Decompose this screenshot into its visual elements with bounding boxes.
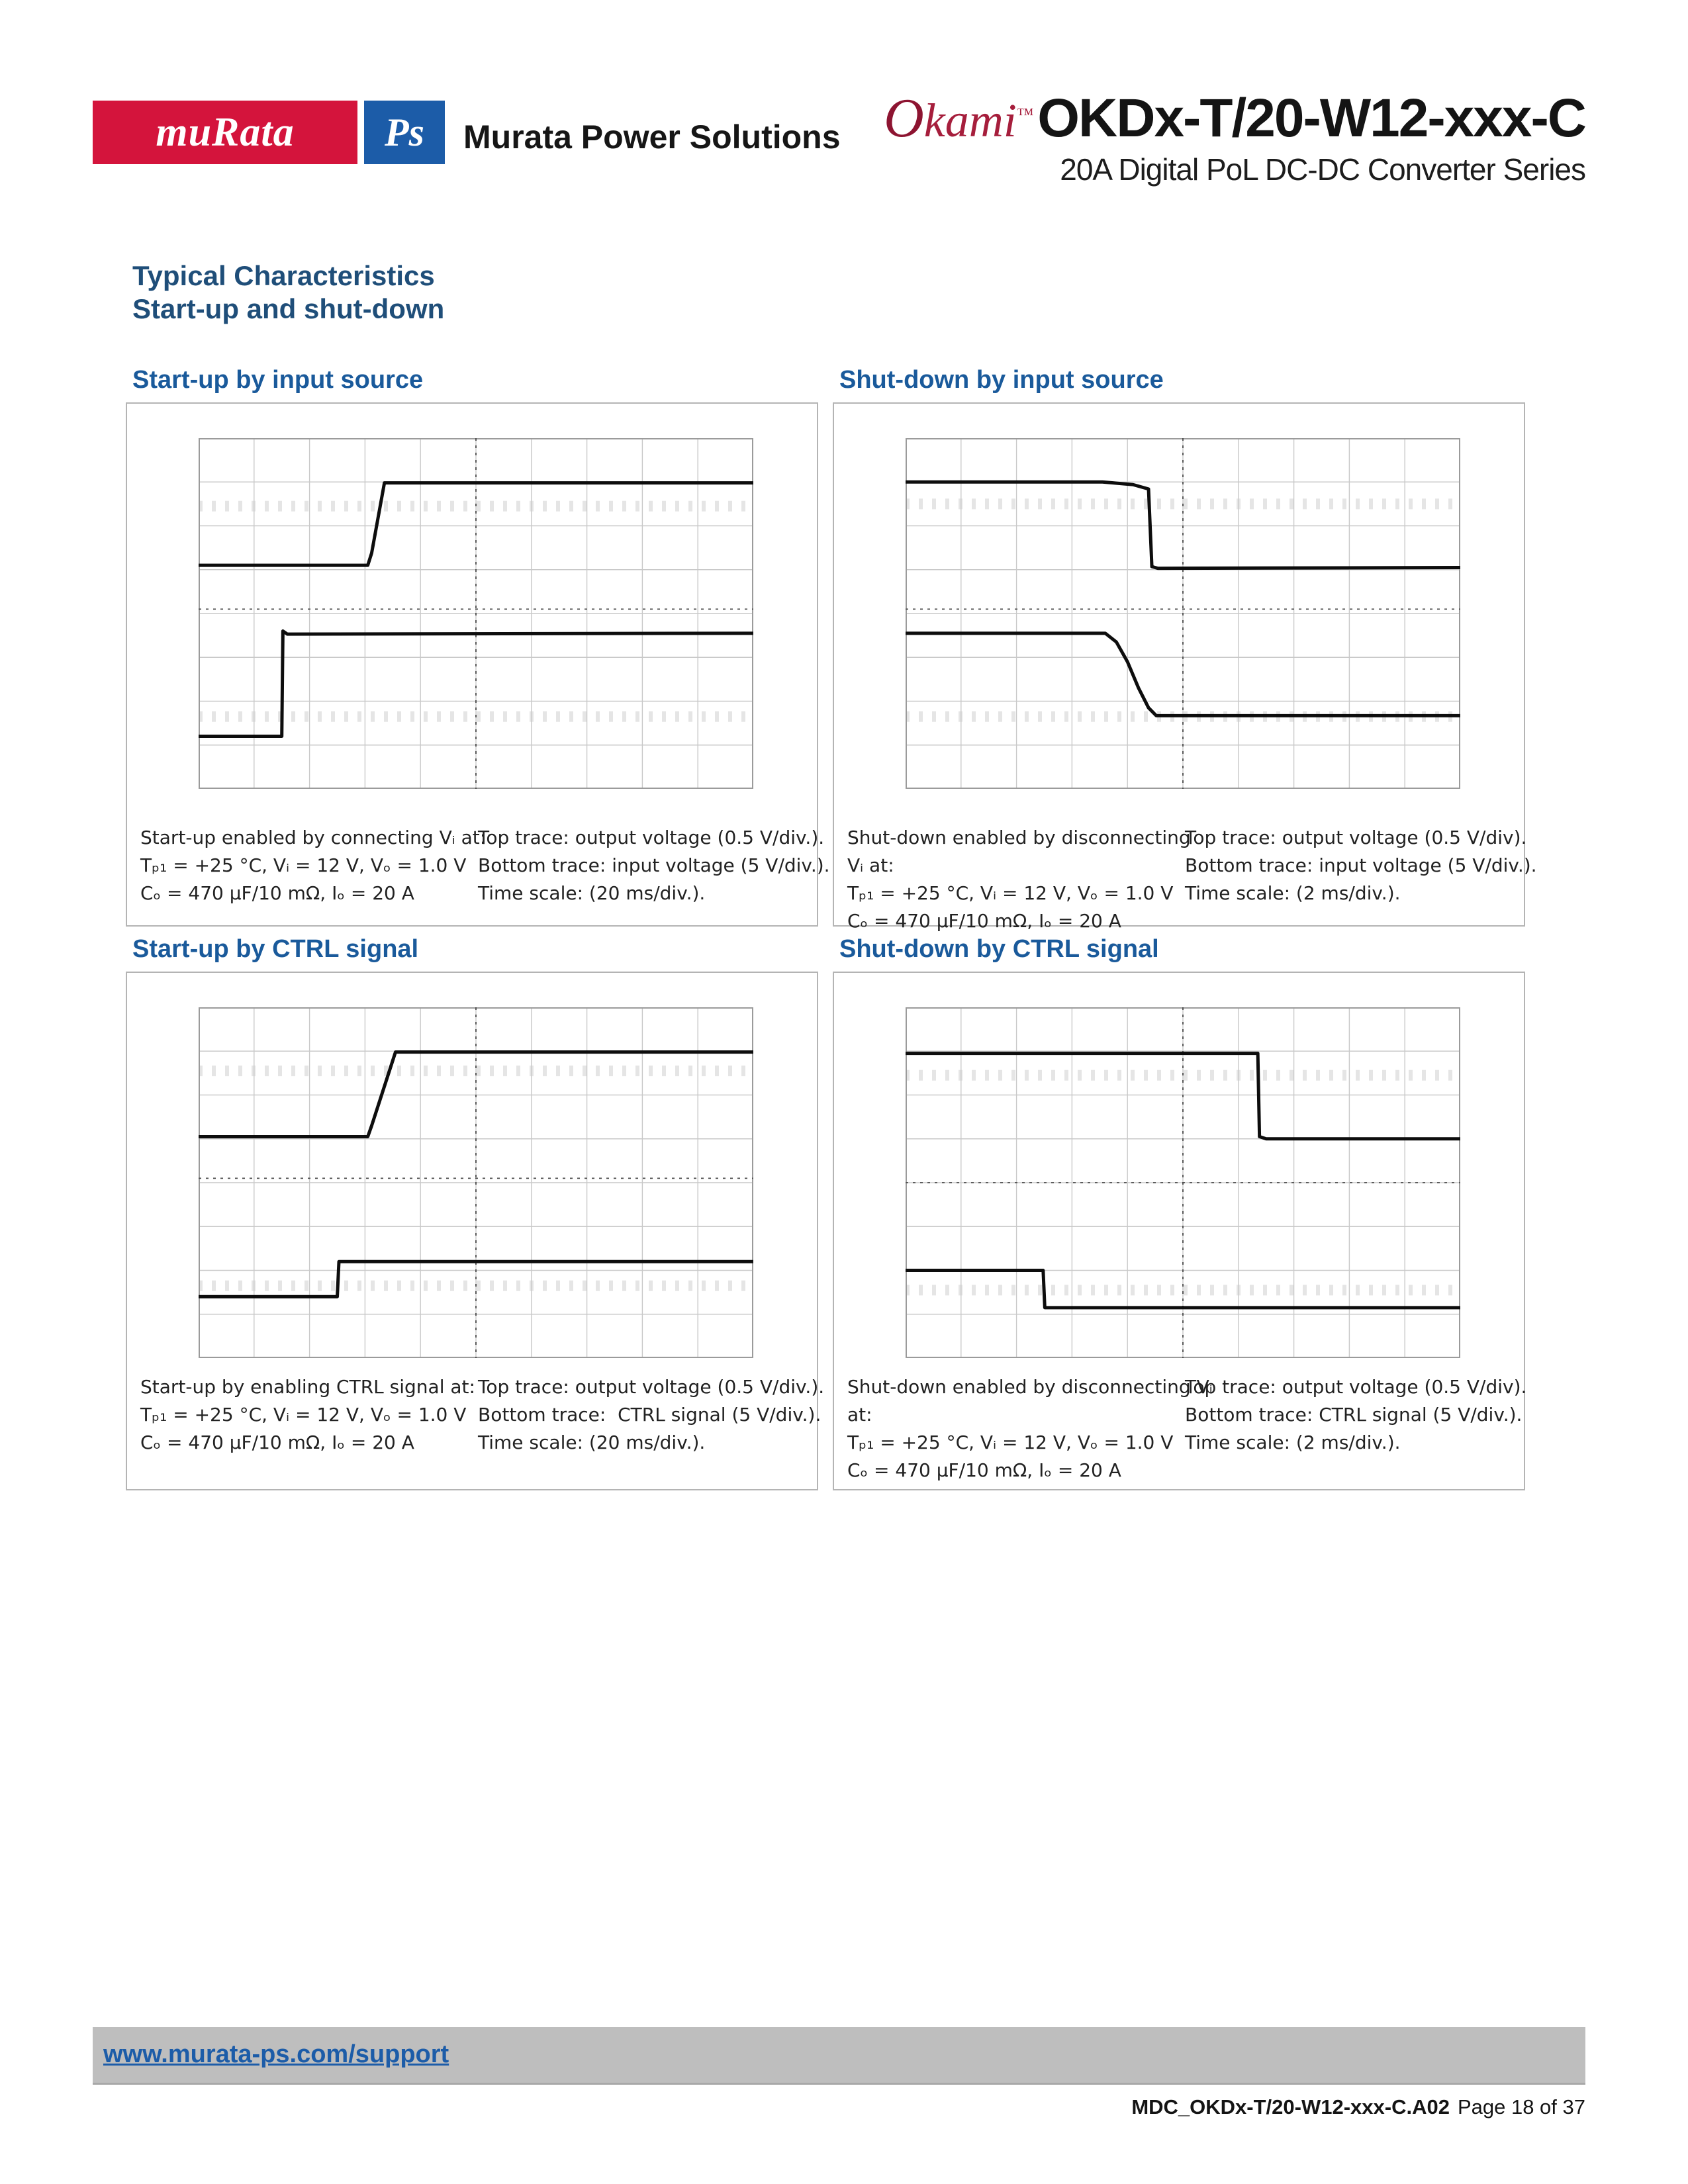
product-series-subtitle: 20A Digital PoL DC-DC Converter Series	[1060, 152, 1586, 187]
caption-line: Start-up enabled by connecting Vᵢ at:	[140, 827, 487, 848]
caption-line: Bottom trace: input voltage (5 V/div.).	[478, 854, 830, 876]
top-trace	[199, 481, 753, 567]
caption-line: Time scale: (2 ms/div.).	[1185, 882, 1401, 904]
scope-grid	[905, 437, 1461, 790]
caption-line: Tₚ₁ = +25 °C, Vᵢ = 12 V, Vₒ = 1.0 V	[140, 854, 467, 876]
chart-frame: Shut-down enabled by disconnecting Vᵢ at:…	[833, 972, 1526, 1490]
bottom-trace	[906, 1269, 1460, 1310]
murata-logo-wordmark: muRata	[93, 101, 357, 164]
caption-line: Bottom trace: input voltage (5 V/div.).	[1185, 854, 1537, 876]
chart-frame: Start-up enabled by connecting Vᵢ at: Tₚ₁…	[126, 402, 830, 927]
oscilloscope-plot	[905, 1007, 1461, 1359]
okami-wolf-o-icon: O	[884, 87, 924, 149]
chart-title: Start-up by input source	[132, 366, 424, 394]
caption-line: Cₒ = 470 µF/10 mΩ, Iₒ = 20 A	[847, 1459, 1121, 1481]
caption-conditions: Shut-down enabled by disconnecting Vᵢ at:…	[847, 824, 1191, 935]
bottom-trace	[199, 1259, 753, 1298]
caption-line: Time scale: (2 ms/div.).	[1185, 1432, 1401, 1453]
chart-captions: Shut-down enabled by disconnecting Vᵢ at:…	[847, 1373, 1526, 1484]
chart-shutdown-ctrl-signal: Shut-down by CTRL signal Shut-down enabl…	[833, 934, 1526, 1490]
caption-line: Tₚ₁ = +25 °C, Vᵢ = 12 V, Vₒ = 1.0 V	[847, 882, 1174, 904]
chart-title: Shut-down by CTRL signal	[839, 935, 1159, 963]
caption-line: Top trace: output voltage (0.5 V/div).	[1185, 827, 1527, 848]
chart-captions: Start-up by enabling CTRL signal at: Tₚ₁ …	[140, 1373, 824, 1457]
oscilloscope-plot	[198, 437, 754, 790]
caption-line: Top trace: output voltage (0.5 V/div.).	[478, 1376, 825, 1398]
product-header: Okami™ OKDx-T/20-W12-xxx-C 20A Digital P…	[884, 85, 1587, 187]
section-title: Typical Characteristics	[132, 260, 435, 291]
caption-line: Start-up by enabling CTRL signal at:	[140, 1376, 475, 1398]
caption-trace-info: Top trace: output voltage (0.5 V/div.). B…	[478, 1373, 824, 1457]
caption-line: Cₒ = 470 µF/10 mΩ, Iₒ = 20 A	[140, 1432, 414, 1453]
top-trace	[906, 1052, 1460, 1141]
page-number: Page 18 of 37	[1457, 2095, 1585, 2118]
scope-grid	[905, 1007, 1461, 1359]
caption-line: Shut-down enabled by disconnecting	[847, 827, 1191, 848]
chart-startup-input-source: Start-up by input source Start-up enable…	[126, 365, 830, 927]
caption-line: Tₚ₁ = +25 °C, Vᵢ = 12 V, Vₒ = 1.0 V	[140, 1404, 467, 1426]
chart-title: Shut-down by input source	[839, 366, 1164, 394]
oscilloscope-plot	[198, 1007, 754, 1359]
caption-line: Cₒ = 470 µF/10 mΩ, Iₒ = 20 A	[140, 882, 414, 904]
caption-line: at:	[847, 1404, 872, 1426]
page-footer: MDC_OKDx-T/20-W12-xxx-C.A02 Page 18 of 37	[1131, 2095, 1585, 2119]
caption-trace-info: Top trace: output voltage (0.5 V/div). Bo…	[1185, 1373, 1526, 1457]
bottom-trace	[199, 629, 754, 738]
caption-line: Tₚ₁ = +25 °C, Vᵢ = 12 V, Vₒ = 1.0 V	[847, 1432, 1174, 1453]
caption-line: Bottom trace: CTRL signal (5 V/div.).	[1185, 1404, 1523, 1426]
chart-frame: Start-up by enabling CTRL signal at: Tₚ₁ …	[126, 972, 824, 1490]
murata-logo-ps-icon: Ps	[364, 101, 445, 164]
scope-grid	[198, 437, 754, 790]
caption-line: Time scale: (20 ms/div.).	[478, 882, 706, 904]
okami-logo-text: kami	[923, 94, 1017, 147]
okami-logo: Okami™	[884, 85, 1033, 150]
chart-startup-ctrl-signal: Start-up by CTRL signal Start-up by enab…	[126, 934, 824, 1490]
trademark-symbol: ™	[1016, 105, 1034, 124]
caption-conditions: Start-up enabled by connecting Vᵢ at: Tₚ₁…	[140, 824, 487, 907]
chart-captions: Shut-down enabled by disconnecting Vᵢ at:…	[847, 824, 1537, 935]
section-heading: Typical Characteristics Start-up and shu…	[132, 259, 444, 326]
top-trace	[199, 1050, 753, 1138]
document-id: MDC_OKDx-T/20-W12-xxx-C.A02	[1131, 2095, 1450, 2118]
caption-line: Top trace: output voltage (0.5 V/div).	[1185, 1376, 1527, 1398]
chart-frame: Shut-down enabled by disconnecting Vᵢ at:…	[833, 402, 1537, 932]
caption-conditions: Start-up by enabling CTRL signal at: Tₚ₁ …	[140, 1373, 478, 1457]
scope-grid	[198, 1007, 754, 1359]
caption-trace-info: Top trace: output voltage (0.5 V/div.). B…	[478, 824, 830, 907]
bottom-trace	[906, 631, 1460, 717]
caption-line: Vᵢ at:	[847, 854, 894, 876]
support-url-link[interactable]: www.murata-ps.com/support	[103, 2040, 449, 2068]
brand-name: Murata Power Solutions	[463, 118, 841, 156]
section-subtitle: Start-up and shut-down	[132, 293, 445, 324]
caption-line: Time scale: (20 ms/div.).	[478, 1432, 706, 1453]
caption-line: Shut-down enabled by disconnecting Vᵢ	[847, 1376, 1213, 1398]
oscilloscope-plot	[905, 437, 1461, 790]
murata-logo: muRata Ps	[93, 101, 445, 164]
chart-title: Start-up by CTRL signal	[132, 935, 419, 963]
chart-captions: Start-up enabled by connecting Vᵢ at: Tₚ₁…	[140, 824, 830, 907]
caption-trace-info: Top trace: output voltage (0.5 V/div). Bo…	[1185, 824, 1537, 907]
caption-line: Bottom trace: CTRL signal (5 V/div.).	[478, 1404, 821, 1426]
product-model: OKDx-T/20-W12-xxx-C	[1037, 88, 1587, 148]
chart-shutdown-input-source: Shut-down by input source Shut-down enab…	[833, 365, 1537, 932]
caption-line: Top trace: output voltage (0.5 V/div.).	[478, 827, 825, 848]
footer-bar: www.murata-ps.com/support	[93, 2027, 1585, 2085]
caption-line: Cₒ = 470 µF/10 mΩ, Iₒ = 20 A	[847, 910, 1121, 932]
caption-conditions: Shut-down enabled by disconnecting Vᵢ at:…	[847, 1373, 1213, 1484]
top-trace	[906, 480, 1461, 570]
